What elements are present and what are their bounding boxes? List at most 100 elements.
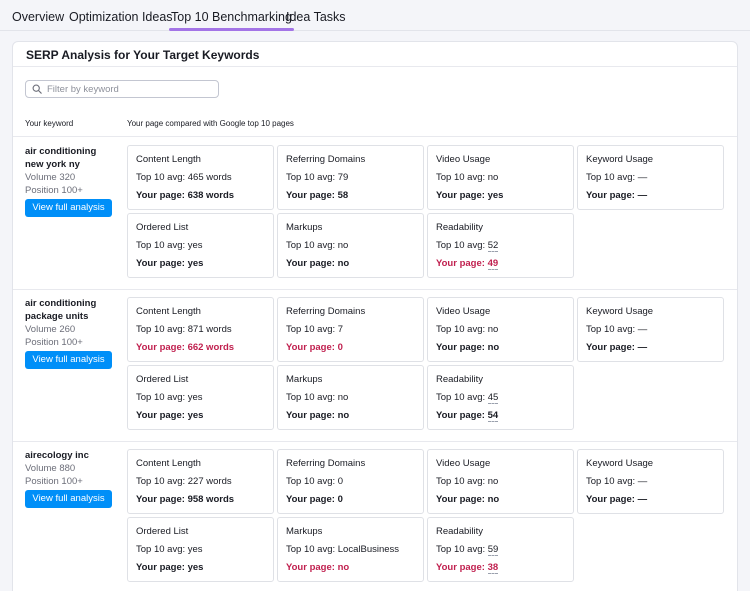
page-value: 638 words (187, 190, 235, 201)
avg-label: Top 10 avg: (136, 476, 188, 487)
page-label: Your page: (136, 562, 188, 573)
page-value: — (637, 494, 648, 505)
page-value: 58 (337, 190, 349, 201)
avg-value: no (487, 476, 499, 487)
avg-value[interactable]: 52 (487, 240, 499, 252)
view-full-analysis-button[interactable]: View full analysis (25, 351, 112, 369)
keyword-info: air conditioning new york ny Volume 320 Pos… (25, 145, 125, 217)
metric-title: Ordered List (136, 222, 189, 233)
avg-label: Top 10 avg: (286, 544, 338, 555)
avg-value: 465 words (187, 172, 232, 183)
keyword-position: Position 100+ (25, 185, 83, 196)
page-label: Your page: (586, 190, 638, 201)
metric-card-ordered-list: Ordered List Top 10 avg: yes Your page: ye… (127, 213, 274, 278)
filter-keyword-input[interactable]: Filter by keyword (25, 80, 219, 98)
panel-title: SERP Analysis for Your Target Keywords (26, 48, 260, 62)
avg-value: no (337, 392, 349, 403)
page-value: — (637, 190, 648, 201)
tab-overview[interactable]: Overview (12, 10, 65, 24)
page-value[interactable]: 38 (487, 562, 499, 574)
tab-idea-tasks[interactable]: Idea Tasks (286, 10, 346, 24)
top10-average: Top 10 avg: 79 (286, 172, 348, 183)
page-label: Your page: (436, 494, 488, 505)
page-value: yes (487, 190, 504, 201)
avg-value: 871 words (187, 324, 232, 335)
metric-card-markups: Markups Top 10 avg: no Your page: no (277, 365, 424, 430)
your-page-value: Your page: yes (136, 410, 203, 421)
avg-value[interactable]: 59 (487, 544, 499, 556)
metric-card-readability: Readability Top 10 avg: 59 Your page: 38 (427, 517, 574, 582)
page-label: Your page: (286, 190, 338, 201)
tab-top-10-benchmarking[interactable]: Top 10 Benchmarking (169, 10, 294, 31)
your-page-value: Your page: 38 (436, 562, 499, 574)
divider (13, 66, 737, 67)
avg-label: Top 10 avg: (436, 392, 488, 403)
view-full-analysis-button[interactable]: View full analysis (25, 199, 112, 217)
top10-average: Top 10 avg: — (586, 172, 647, 183)
metric-title: Referring Domains (286, 154, 366, 165)
avg-value: yes (187, 544, 203, 555)
page-label: Your page: (286, 258, 338, 269)
page-label: Your page: (436, 562, 488, 573)
metric-card-markups: Markups Top 10 avg: no Your page: no (277, 213, 424, 278)
metric-title: Markups (286, 222, 323, 233)
top10-average: Top 10 avg: 7 (286, 324, 343, 335)
metric-title: Keyword Usage (586, 306, 654, 317)
metric-title: Content Length (136, 306, 201, 317)
avg-value: yes (187, 392, 203, 403)
avg-value[interactable]: 45 (487, 392, 499, 404)
avg-label: Top 10 avg: (436, 240, 488, 251)
page-label: Your page: (436, 190, 488, 201)
metric-card-content-length: Content Length Top 10 avg: 871 words Your … (127, 297, 274, 362)
your-page-value: Your page: 958 words (136, 494, 234, 505)
top10-average: Top 10 avg: no (286, 392, 348, 403)
avg-label: Top 10 avg: (286, 324, 338, 335)
metric-title: Video Usage (436, 306, 491, 317)
tab-optimization-ideas[interactable]: Optimization Ideas (69, 10, 173, 24)
your-page-value: Your page: no (286, 258, 349, 269)
metric-title: Readability (436, 374, 483, 385)
avg-label: Top 10 avg: (136, 544, 188, 555)
metric-card-video-usage: Video Usage Top 10 avg: no Your page: no (427, 449, 574, 514)
page-value: no (337, 258, 350, 269)
page-label: Your page: (136, 342, 188, 353)
page-value[interactable]: 49 (487, 258, 499, 270)
view-full-analysis-button[interactable]: View full analysis (25, 490, 112, 508)
avg-value: LocalBusiness (337, 544, 400, 555)
your-page-value: Your page: yes (436, 190, 503, 201)
metric-title: Markups (286, 374, 323, 385)
row-divider (13, 441, 737, 442)
avg-label: Top 10 avg: (436, 324, 488, 335)
metric-title: Video Usage (436, 154, 491, 165)
page-label: Your page: (286, 562, 338, 573)
metric-card-ordered-list: Ordered List Top 10 avg: yes Your page: ye… (127, 517, 274, 582)
page-value: yes (187, 258, 204, 269)
column-header-keyword: Your keyword (25, 119, 74, 128)
metric-card-content-length: Content Length Top 10 avg: 465 words Your … (127, 145, 274, 210)
page-value[interactable]: 54 (487, 410, 499, 422)
metric-title: Readability (436, 526, 483, 537)
avg-label: Top 10 avg: (286, 172, 338, 183)
avg-value: no (487, 324, 499, 335)
your-page-value: Your page: no (436, 494, 499, 505)
page-label: Your page: (436, 410, 488, 421)
metric-card-readability: Readability Top 10 avg: 52 Your page: 49 (427, 213, 574, 278)
metric-title: Content Length (136, 458, 201, 469)
metric-card-video-usage: Video Usage Top 10 avg: no Your page: no (427, 297, 574, 362)
avg-label: Top 10 avg: (286, 240, 338, 251)
top10-average: Top 10 avg: no (436, 476, 498, 487)
your-page-value: Your page: no (286, 410, 349, 421)
page-value: no (337, 562, 350, 573)
avg-value: no (337, 240, 349, 251)
top10-average: Top 10 avg: no (436, 172, 498, 183)
page-value: 662 words (187, 342, 235, 353)
avg-value: no (487, 172, 499, 183)
metric-title: Keyword Usage (586, 458, 654, 469)
your-page-value: Your page: 0 (286, 342, 343, 353)
page-label: Your page: (436, 258, 488, 269)
metric-title: Markups (286, 526, 323, 537)
avg-label: Top 10 avg: (436, 544, 488, 555)
metric-card-referring-domains: Referring Domains Top 10 avg: 79 Your page… (277, 145, 424, 210)
avg-value: — (637, 172, 648, 183)
avg-label: Top 10 avg: (286, 392, 338, 403)
